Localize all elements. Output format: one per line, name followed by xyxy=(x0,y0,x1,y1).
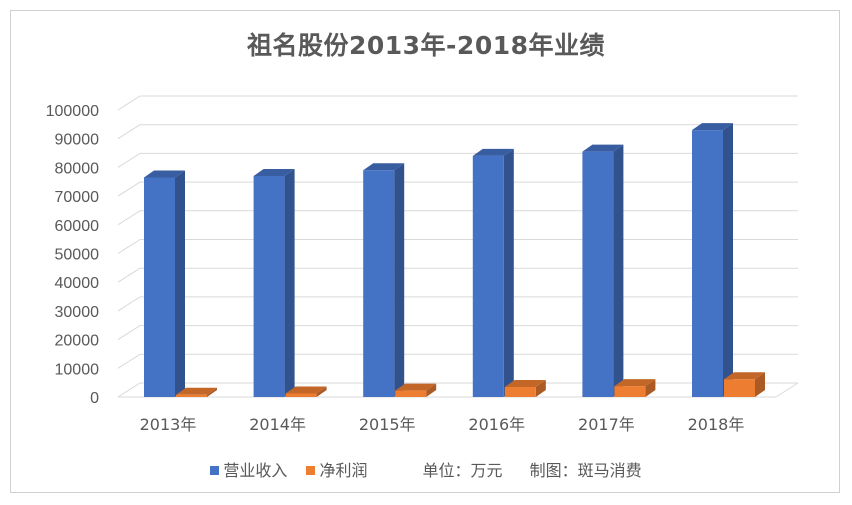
x-tick-label: 2016年 xyxy=(468,415,525,434)
bar-profit xyxy=(395,383,437,397)
bar-revenue xyxy=(692,123,733,397)
bar-profit-front xyxy=(395,390,427,397)
chart-title: 祖名股份2013年-2018年业绩 xyxy=(246,31,606,60)
bar-revenue-front xyxy=(472,155,504,397)
bar-revenue xyxy=(253,169,295,397)
y-tick-label: 70000 xyxy=(55,189,100,206)
bar-profit-top xyxy=(614,379,656,387)
bar-revenue-top xyxy=(692,123,733,131)
bar-profit-side xyxy=(316,386,327,397)
y-tick-label: 50000 xyxy=(55,247,100,264)
bar-profit-front xyxy=(176,394,207,397)
bar-profit-top xyxy=(724,372,765,380)
credit-note: 制图：斑马消费 xyxy=(529,461,642,480)
bar-revenue-top xyxy=(582,144,624,152)
bar-revenue xyxy=(582,144,624,397)
unit-note: 单位：万元 xyxy=(422,461,503,480)
bar-profit-front xyxy=(504,386,536,397)
gridline-depth xyxy=(117,152,141,168)
y-tick-label: 0 xyxy=(90,390,99,407)
bar-revenue-front xyxy=(582,151,614,397)
legend-label-profit: 净利润 xyxy=(319,461,368,480)
gridline-depth xyxy=(117,181,141,197)
bar-profit-front xyxy=(614,386,646,397)
gridline-depth xyxy=(117,210,141,226)
bar-revenue-side xyxy=(503,148,514,397)
floor-edge-right xyxy=(775,382,799,398)
y-tick-label: 40000 xyxy=(55,275,100,292)
y-tick-label: 90000 xyxy=(55,132,100,149)
bar-revenue-side xyxy=(284,169,295,397)
x-tick-label: 2018年 xyxy=(688,415,745,434)
gridline-depth xyxy=(117,296,141,312)
bar-revenue-side xyxy=(723,123,733,397)
bar-revenue-top xyxy=(472,148,514,156)
bar-revenue xyxy=(472,148,514,397)
chart-legend: 营业收入 净利润 单位：万元 制图：斑马消费 xyxy=(0,457,852,481)
bar-revenue-top xyxy=(253,169,295,177)
x-tick-label: 2014年 xyxy=(249,415,306,434)
gridline-depth xyxy=(117,353,141,369)
bar-profit xyxy=(724,372,765,397)
gridline-depth xyxy=(117,239,141,254)
bar-profit xyxy=(285,386,327,397)
legend-item-profit: 净利润 xyxy=(306,457,367,481)
y-tick-label: 80000 xyxy=(55,160,100,177)
legend-item-revenue: 营业收入 xyxy=(210,457,287,481)
bar-profit-top xyxy=(504,379,546,387)
bar-profit-front xyxy=(724,379,755,397)
bar-profit-top xyxy=(176,387,217,395)
bar-revenue-side xyxy=(175,170,185,397)
y-tick-label: 10000 xyxy=(55,361,100,378)
legend-label-revenue: 营业收入 xyxy=(223,461,288,480)
y-tick-label: 100000 xyxy=(46,103,99,120)
bar-revenue xyxy=(363,163,405,397)
bar-revenue-front xyxy=(144,177,175,397)
x-tick-label: 2013年 xyxy=(140,415,197,434)
bar-profit-top xyxy=(285,386,327,394)
y-tick-label: 30000 xyxy=(55,304,100,321)
bar-profit-side xyxy=(535,379,546,397)
bar-profit-top xyxy=(395,383,437,391)
bar-profit xyxy=(504,379,546,397)
bar-revenue xyxy=(144,170,185,397)
bar-profit-side xyxy=(645,379,656,397)
bar-profit xyxy=(176,387,217,397)
legend-swatch-revenue xyxy=(210,466,220,475)
x-tick-label: 2017年 xyxy=(578,415,635,434)
bar-revenue-front xyxy=(692,130,723,397)
bar-profit-side xyxy=(755,372,765,397)
gridline-depth xyxy=(117,95,141,111)
y-tick-label: 60000 xyxy=(55,218,100,235)
x-tick-label: 2015年 xyxy=(359,415,416,434)
bar-revenue-top xyxy=(144,170,185,178)
gridline-depth xyxy=(117,267,141,283)
bar-profit-front xyxy=(285,393,317,397)
bar-revenue-front xyxy=(253,176,285,397)
bar-revenue-top xyxy=(363,163,405,171)
bar-profit-side xyxy=(426,383,437,397)
gridline-depth xyxy=(117,124,141,140)
bar-revenue-side xyxy=(394,163,405,397)
bar-profit-side xyxy=(207,387,217,397)
bar-revenue-side xyxy=(613,144,624,397)
gridline-depth xyxy=(117,382,141,398)
legend-swatch-profit xyxy=(306,466,316,475)
bar-profit xyxy=(614,379,656,397)
y-tick-label: 20000 xyxy=(55,333,100,350)
gridline-depth xyxy=(117,325,141,341)
bar-revenue-front xyxy=(363,170,395,397)
